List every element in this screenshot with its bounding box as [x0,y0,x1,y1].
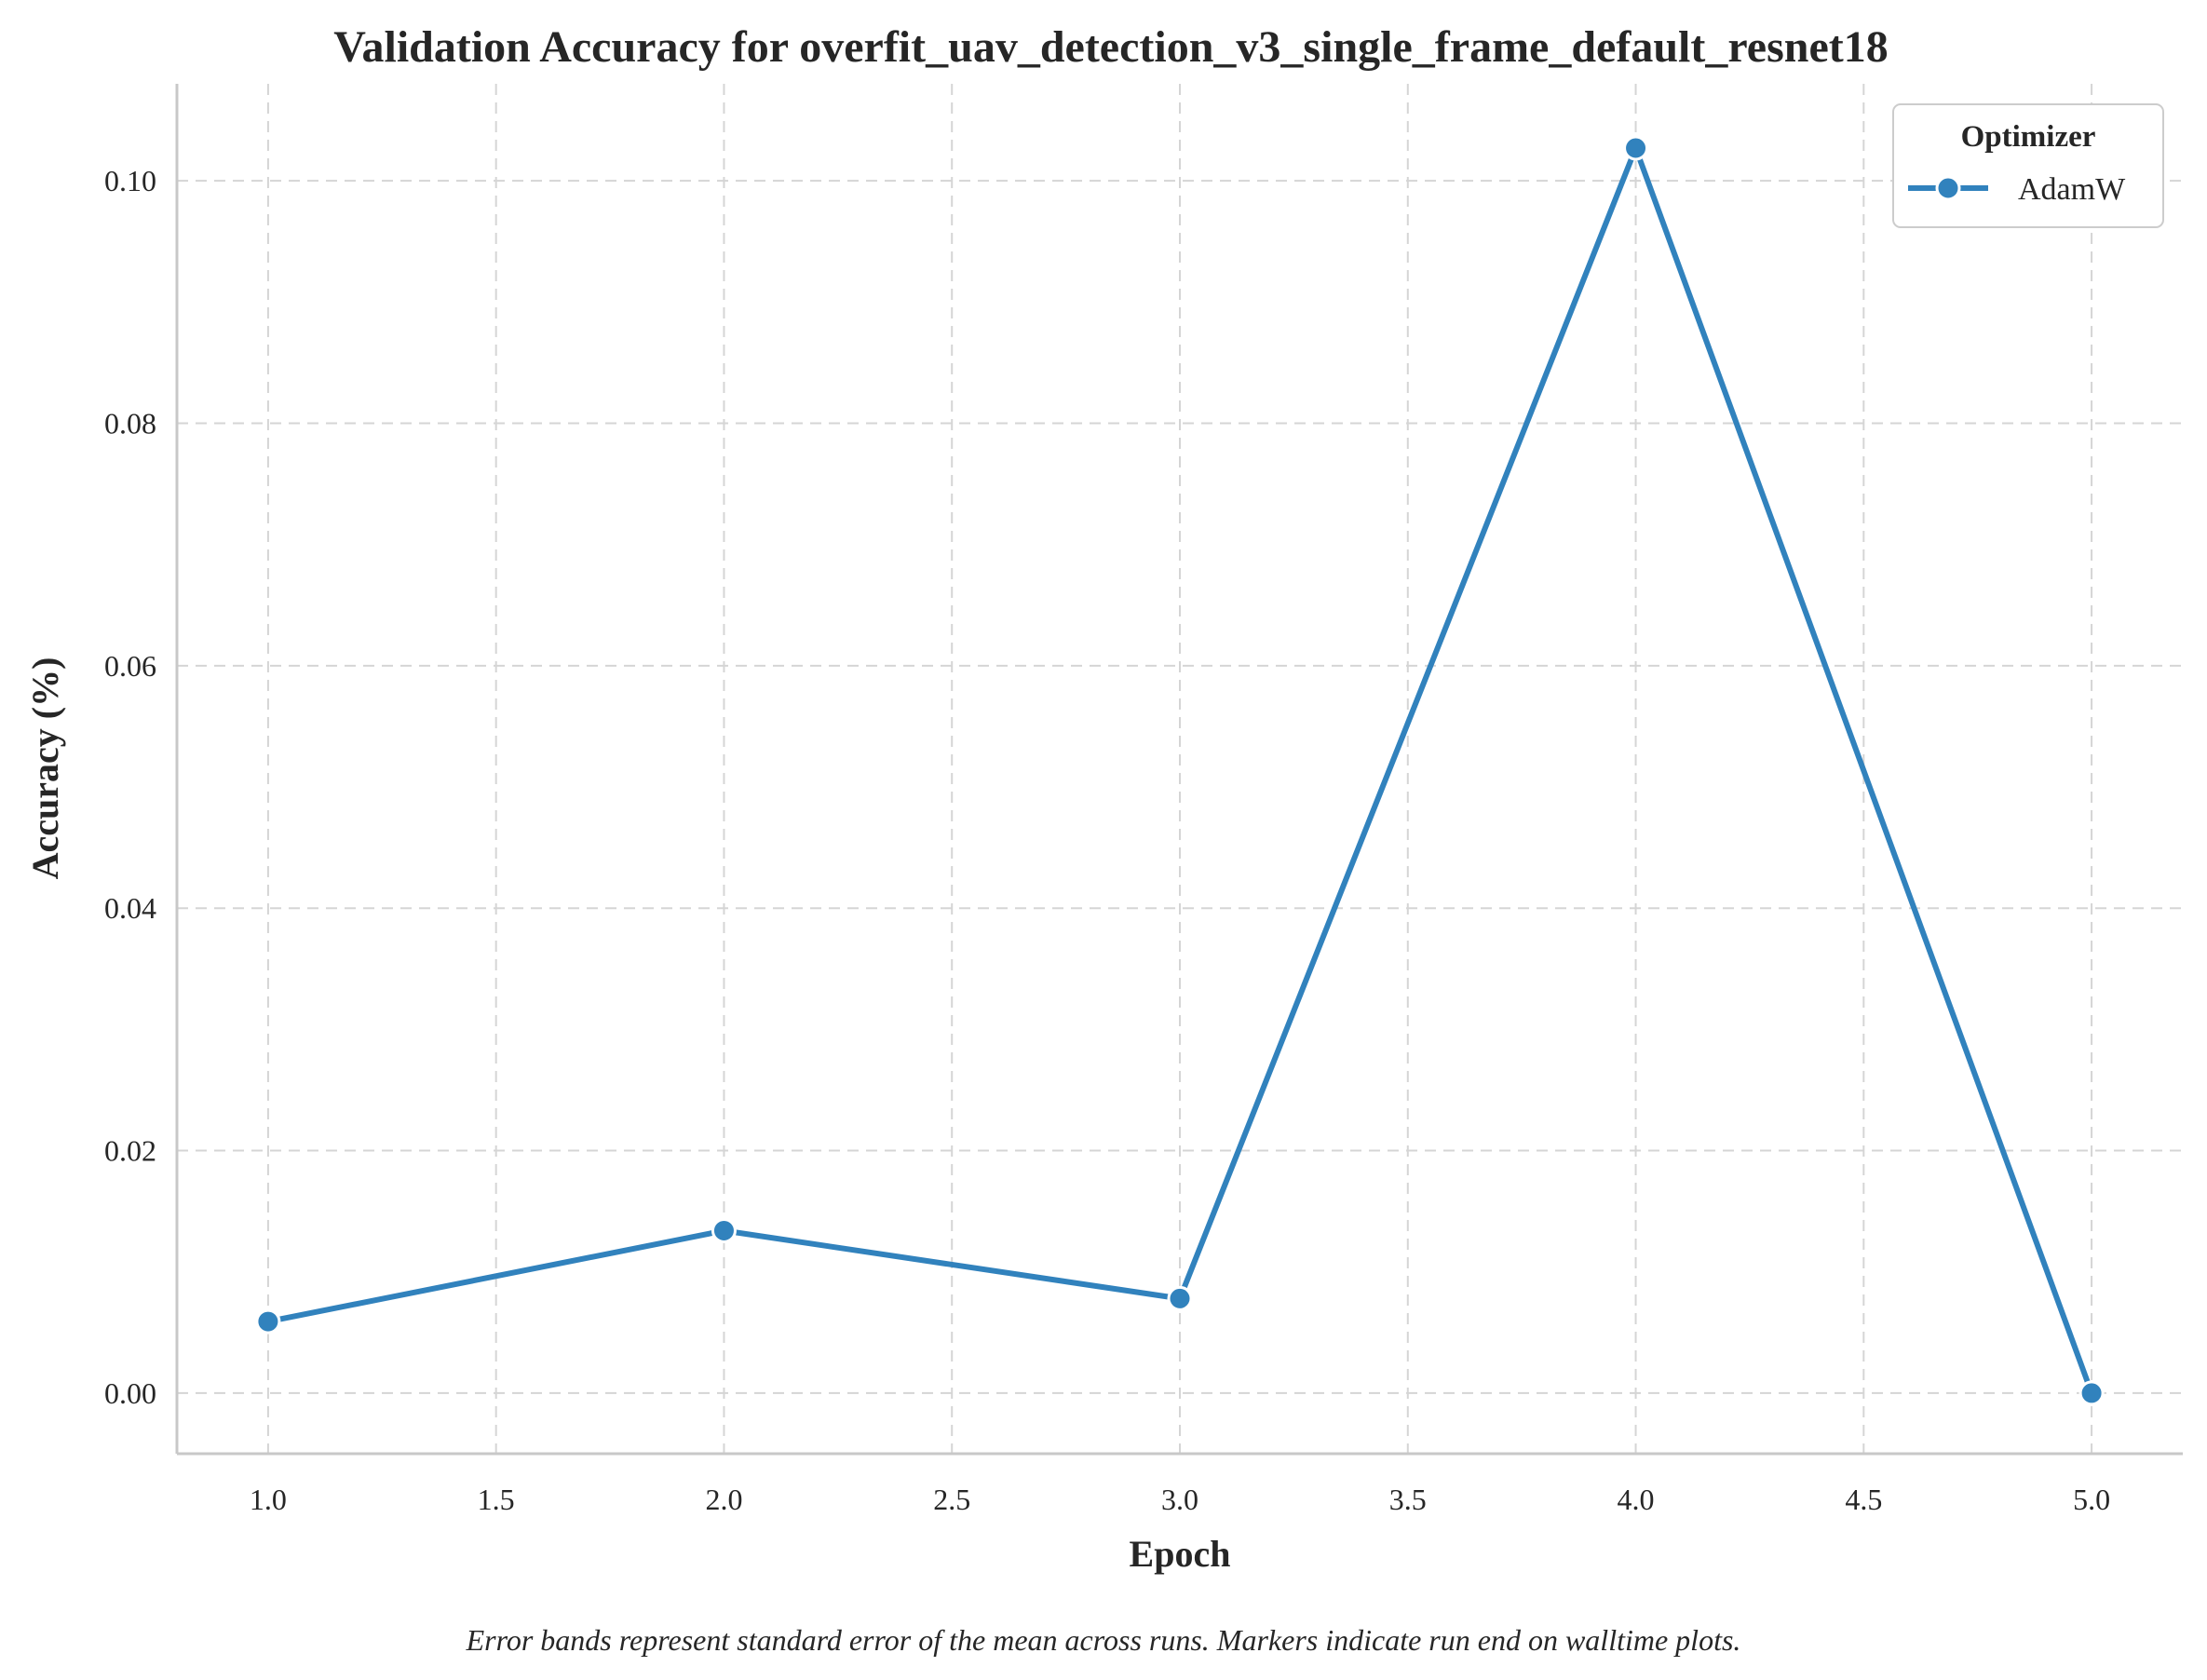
x-tick-label: 2.5 [933,1483,970,1516]
chart-title: Validation Accuracy for overfit_uav_dete… [333,22,1889,72]
y-tick-label: 0.06 [104,649,156,683]
x-tick-label: 4.0 [1618,1483,1655,1516]
y-tick-labels: 0.00 0.02 0.04 0.06 0.08 0.10 [104,164,156,1410]
data-point [255,1308,281,1335]
axes-spines [175,84,2183,1456]
legend-box [1892,103,2164,228]
data-point [2078,1380,2105,1406]
x-tick-label: 2.0 [705,1483,742,1516]
x-tick-labels: 1.0 1.5 2.0 2.5 3.0 3.5 4.0 4.5 5.0 [250,1483,2110,1516]
data-point [1623,135,1649,161]
series-adamw [255,135,2105,1406]
x-axis-label: Epoch [1130,1533,1231,1575]
x-tick-label: 3.5 [1389,1483,1427,1516]
x-tick-label: 4.5 [1845,1483,1882,1516]
x-tick-label: 5.0 [2073,1483,2110,1516]
y-tick-label: 0.00 [104,1376,156,1410]
y-tick-label: 0.10 [104,164,156,197]
data-point [1167,1285,1193,1311]
legend-marker-adamw [1935,175,1961,201]
y-tick-label: 0.02 [104,1134,156,1168]
grid [177,84,2183,1454]
y-tick-label: 0.08 [104,406,156,440]
y-axis-label: Accuracy (%) [24,657,66,880]
data-point [711,1217,737,1243]
legend-title: Optimizer [1961,120,2096,154]
legend-label-adamw: AdamW [2018,172,2126,207]
y-tick-label: 0.04 [104,891,156,925]
x-tick-label: 1.5 [478,1483,515,1516]
legend: Optimizer AdamW [1892,103,2164,228]
x-tick-label: 3.0 [1161,1483,1198,1516]
x-tick-label: 1.0 [250,1483,287,1516]
caption: Error bands represent standard error of … [466,1623,1741,1657]
